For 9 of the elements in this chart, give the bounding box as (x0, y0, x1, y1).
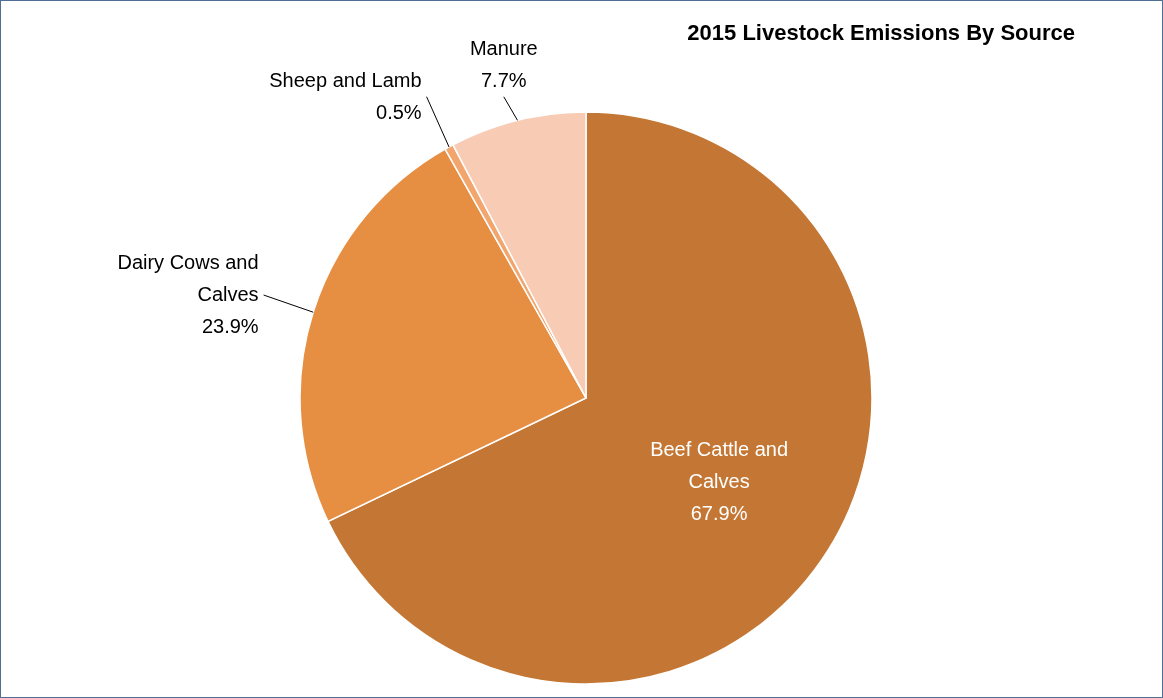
data-label: 67.9% (690, 501, 748, 524)
slice-label: Beef Cattle and Calves (650, 437, 789, 492)
chart-title: 2015 Livestock Emissions By Source (687, 20, 1075, 45)
slice-label: Dairy Cows and Calves (117, 251, 259, 306)
slice-label: Manure (469, 36, 538, 59)
data-label: 23.9% (201, 315, 259, 338)
data-label: 0.5% (376, 100, 422, 123)
data-label: 7.7% (480, 68, 527, 91)
slice-label: Sheep and Lamb (269, 68, 422, 91)
